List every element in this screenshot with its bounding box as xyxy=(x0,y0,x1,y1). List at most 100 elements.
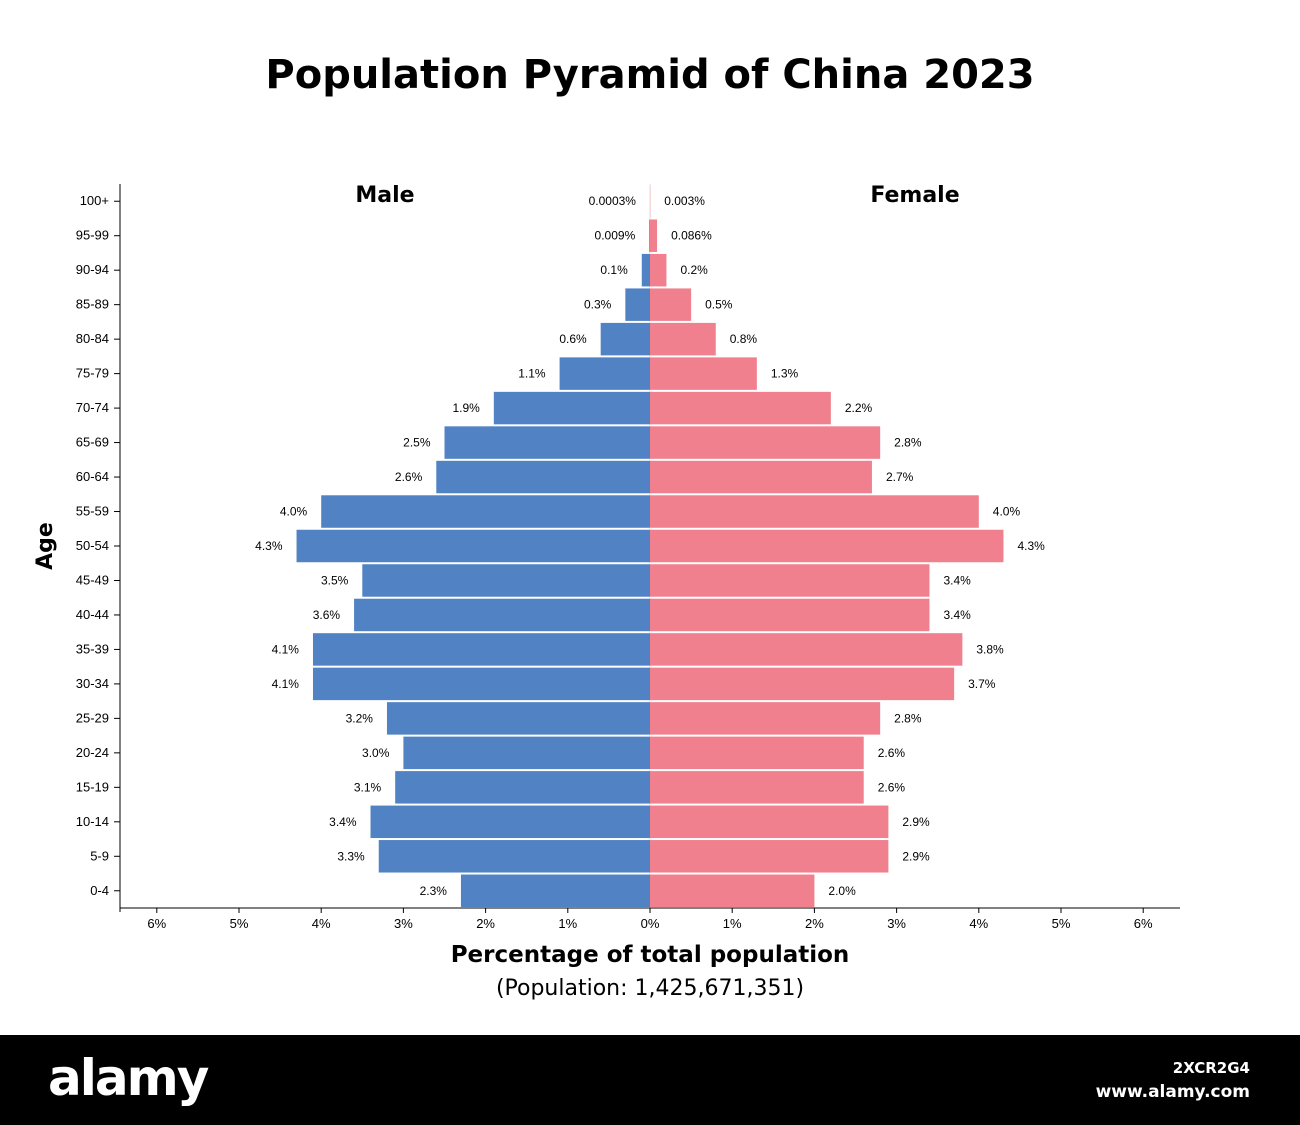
male-value-label: 0.0003% xyxy=(589,194,637,208)
female-bar-95-99 xyxy=(650,219,658,252)
male-bar-35-39 xyxy=(312,633,650,666)
chart-subtitle: (Population: 1,425,671,351) xyxy=(495,976,805,1001)
male-bar-40-44 xyxy=(354,598,650,632)
male-bar-85-89 xyxy=(625,288,650,321)
male-bar-15-19 xyxy=(395,771,650,804)
female-bar-85-89 xyxy=(650,288,692,321)
male-side-label: Male xyxy=(355,183,414,208)
y-axis-title: Age xyxy=(33,522,58,570)
female-value-label: 3.4% xyxy=(943,573,971,587)
y-axis: 100+ 95-99 90-94 85-89 80-84 75-79 70-74 65-69 6… xyxy=(76,184,121,912)
y-tick-label: 15-19 xyxy=(76,779,109,794)
male-bar-10-14 xyxy=(370,805,650,839)
female-value-label: 2.2% xyxy=(845,401,873,415)
male-bar-95-99 xyxy=(649,219,650,252)
y-tick-label: 75-79 xyxy=(76,366,109,381)
male-bar-70-74 xyxy=(493,391,650,425)
female-value-label: 2.7% xyxy=(886,470,914,484)
y-tick-label: 100+ xyxy=(80,193,109,208)
x-tick-label: 6% xyxy=(1134,916,1153,931)
male-value-label: 4.0% xyxy=(280,505,308,519)
male-value-label: 3.0% xyxy=(362,746,390,760)
alamy-logo: alamy xyxy=(48,1049,209,1107)
male-value-label: 2.3% xyxy=(420,884,448,898)
male-bars xyxy=(296,184,651,908)
male-value-label: 1.9% xyxy=(452,401,480,415)
male-bar-50-54 xyxy=(296,529,650,563)
male-value-label: 0.3% xyxy=(584,298,612,312)
male-bar-55-59 xyxy=(321,495,650,528)
value-labels: 0.0003% 0.003% 0.009% 0.086% 0.1% 0.2% 0.3% 0.5… xyxy=(255,194,1045,898)
y-tick-label: 20-24 xyxy=(76,745,109,760)
male-value-label: 0.1% xyxy=(600,263,628,277)
y-tick-label: 65-69 xyxy=(76,435,109,450)
male-value-label: 4.1% xyxy=(272,677,300,691)
female-value-label: 3.4% xyxy=(943,608,971,622)
y-tick-label: 25-29 xyxy=(76,710,109,725)
male-value-label: 4.3% xyxy=(255,539,283,553)
male-value-label: 3.2% xyxy=(346,711,374,725)
y-tick-label: 60-64 xyxy=(76,469,109,484)
male-value-label: 2.6% xyxy=(395,470,423,484)
y-tick-label: 5-9 xyxy=(90,848,109,863)
female-bar-45-49 xyxy=(650,564,930,597)
y-tick-label: 70-74 xyxy=(76,400,109,415)
male-bar-0-4 xyxy=(460,874,650,907)
population-pyramid-chart: 0.0003% 0.003% 0.009% 0.086% 0.1% 0.2% 0.3% 0.5… xyxy=(33,183,1180,931)
y-tick-label: 55-59 xyxy=(76,504,109,519)
x-axis-title: Percentage of total population xyxy=(450,942,850,968)
male-value-label: 4.1% xyxy=(272,642,300,656)
male-bar-60-64 xyxy=(436,460,650,494)
x-tick-label: 3% xyxy=(394,916,413,931)
male-bar-80-84 xyxy=(600,322,650,356)
female-value-label: 0.2% xyxy=(680,263,708,277)
female-side-label: Female xyxy=(870,183,959,208)
x-tick-label: 2% xyxy=(476,916,495,931)
female-bar-80-84 xyxy=(650,322,716,356)
x-tick-label: 1% xyxy=(723,916,742,931)
watermark-footer: alamy 2XCR2G4 www.alamy.com xyxy=(0,1035,1300,1125)
female-bar-40-44 xyxy=(650,598,930,632)
male-value-label: 1.1% xyxy=(518,367,546,381)
female-bar-55-59 xyxy=(650,495,979,528)
female-bars xyxy=(650,185,1004,907)
female-bar-60-64 xyxy=(650,460,872,494)
y-tick-label: 50-54 xyxy=(76,538,109,553)
y-tick-label: 95-99 xyxy=(76,228,109,243)
female-value-label: 1.3% xyxy=(771,367,799,381)
male-value-label: 0.009% xyxy=(595,229,636,243)
female-value-label: 0.003% xyxy=(664,194,705,208)
female-bar-70-74 xyxy=(650,391,831,425)
x-tick-label: 6% xyxy=(147,916,166,931)
female-bar-5-9 xyxy=(650,840,889,873)
y-tick-label: 35-39 xyxy=(76,641,109,656)
y-tick-label: 30-34 xyxy=(76,676,109,691)
y-tick-label: 0-4 xyxy=(90,883,109,898)
x-tick-label: 5% xyxy=(230,916,249,931)
female-bar-65-69 xyxy=(650,426,881,459)
female-value-label: 2.6% xyxy=(878,780,906,794)
y-tick-label: 80-84 xyxy=(76,331,109,346)
x-tick-label: 3% xyxy=(887,916,906,931)
y-tick-label: 85-89 xyxy=(76,297,109,312)
female-bar-90-94 xyxy=(650,253,667,287)
x-tick-label: 5% xyxy=(1052,916,1071,931)
female-value-label: 2.6% xyxy=(878,746,906,760)
female-bar-50-54 xyxy=(650,529,1004,563)
x-tick-label: 1% xyxy=(558,916,577,931)
x-tick-label: 0% xyxy=(641,916,660,931)
y-tick-label: 45-49 xyxy=(76,572,109,587)
male-value-label: 0.6% xyxy=(559,332,587,346)
x-axis: 6% 5% 4% 3% 2% 1% 0% 1% 2% 3% 4% 5% 6% xyxy=(120,907,1180,931)
female-value-label: 4.0% xyxy=(993,505,1021,519)
male-bar-25-29 xyxy=(386,702,650,735)
female-bar-75-79 xyxy=(650,357,757,390)
x-tick-label: 4% xyxy=(312,916,331,931)
male-value-label: 3.5% xyxy=(321,573,349,587)
male-value-label: 3.4% xyxy=(329,815,357,829)
female-value-label: 4.3% xyxy=(1017,539,1045,553)
female-value-label: 3.7% xyxy=(968,677,996,691)
female-bar-35-39 xyxy=(650,633,963,666)
male-bar-30-34 xyxy=(312,667,650,701)
image-code: 2XCR2G4 xyxy=(1172,1059,1250,1077)
